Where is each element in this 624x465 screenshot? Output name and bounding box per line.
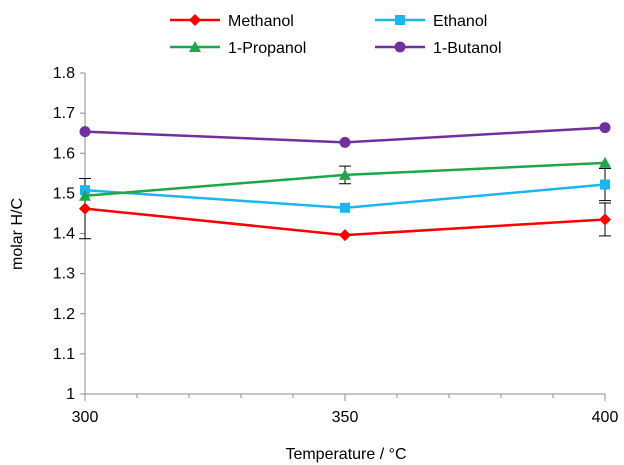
- x-tick-label: 350: [332, 409, 359, 426]
- point-methanol: [339, 229, 351, 242]
- point-methanol: [599, 213, 611, 226]
- y-tick-label: 1.4: [53, 226, 75, 243]
- legend-label-1-butanol: 1-Butanol: [433, 40, 502, 57]
- x-axis-title: Temperature / °C: [285, 446, 406, 463]
- x-tick-label: 400: [592, 409, 619, 426]
- legend-marker-ethanol: [395, 15, 405, 25]
- y-axis-title: molar H/C: [9, 198, 26, 270]
- series-markers: [79, 122, 611, 242]
- y-tick-label: 1.1: [53, 346, 75, 363]
- legend: Methanol Ethanol 1-Propanol 1-Butanol: [170, 13, 502, 57]
- legend-marker-methanol: [189, 14, 201, 26]
- y-tick-label: 1.6: [53, 145, 75, 162]
- y-tick-label: 1.5: [53, 185, 75, 202]
- y-tick-label: 1.7: [53, 105, 75, 122]
- legend-label-1-propanol: 1-Propanol: [228, 40, 306, 57]
- legend-label-methanol: Methanol: [228, 13, 294, 30]
- y-tick-label: 1.2: [53, 306, 75, 323]
- y-tick-label: 1: [66, 386, 75, 403]
- legend-marker-1-butanol: [394, 41, 406, 53]
- axes: 1 1.1 1.2 1.3 1.4 1.5 1.6 1.7 1.8 300 350 400: [53, 65, 619, 426]
- legend-marker-1-propanol: [189, 41, 201, 52]
- x-tick-label: 300: [72, 409, 99, 426]
- legend-label-ethanol: Ethanol: [433, 13, 487, 30]
- point-1-propanol: [79, 189, 91, 201]
- point-1-propanol: [339, 168, 351, 180]
- point-ethanol: [340, 202, 350, 213]
- point-1-butanol: [599, 122, 611, 134]
- point-1-butanol: [79, 126, 91, 138]
- point-methanol: [79, 202, 91, 215]
- y-tick-label: 1.3: [53, 266, 75, 283]
- point-1-butanol: [339, 136, 351, 148]
- y-tick-label: 1.8: [53, 65, 75, 82]
- point-1-propanol: [599, 156, 611, 168]
- point-ethanol: [600, 179, 610, 190]
